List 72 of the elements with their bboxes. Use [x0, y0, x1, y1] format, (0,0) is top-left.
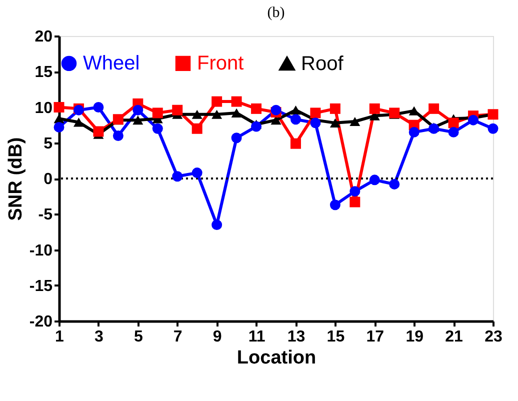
point: [54, 122, 64, 132]
point: [93, 102, 104, 112]
y-tick-label: 10: [34, 100, 53, 117]
x-tick-label: 3: [94, 328, 104, 346]
point: [231, 132, 242, 144]
point: [251, 121, 262, 132]
point: [369, 103, 380, 114]
x-tick-label: 1: [55, 328, 64, 346]
point: [468, 114, 479, 126]
point: [192, 110, 202, 119]
point: [310, 108, 321, 118]
point: [408, 126, 420, 138]
y-tick-label: 15: [34, 64, 53, 82]
point: [231, 108, 242, 118]
y-tick-label: -20: [29, 314, 53, 330]
point: [251, 103, 262, 114]
x-tick-label: 13: [287, 328, 306, 346]
x-tick-label: 21: [445, 328, 464, 346]
point: [330, 118, 340, 128]
point: [330, 103, 340, 114]
x-tick-label: 9: [212, 328, 222, 346]
point: [152, 108, 163, 118]
point: [350, 186, 360, 197]
point: [152, 123, 163, 134]
x-tick-label: 23: [484, 328, 502, 346]
point: [93, 126, 104, 137]
point: [172, 171, 183, 182]
point: [54, 114, 64, 124]
x-tick-label: 7: [173, 328, 182, 346]
chart-title: (b): [267, 5, 285, 21]
x-tick-label: 17: [366, 328, 384, 346]
point: [54, 102, 64, 112]
point: [192, 168, 202, 178]
y-tick-label: -10: [29, 242, 53, 260]
point: [132, 116, 144, 125]
y-axis-title: SNR (dB): [5, 137, 26, 221]
point: [428, 103, 440, 114]
point: [290, 138, 301, 149]
legend-label: Front: [197, 52, 244, 74]
point: [112, 130, 124, 141]
point: [290, 114, 301, 125]
point: [212, 110, 222, 119]
point: [369, 174, 380, 186]
point: [310, 118, 321, 128]
point: [212, 220, 222, 230]
y-tick-label: 0: [44, 171, 53, 188]
x-tick-label: 19: [406, 328, 424, 346]
point: [212, 96, 222, 107]
point: [132, 104, 144, 116]
x-axis-title: Location: [236, 348, 316, 368]
y-tick-label: 5: [44, 135, 53, 152]
point: [350, 196, 360, 208]
x-tick-label: 15: [326, 328, 345, 346]
point: [448, 118, 459, 128]
point: [290, 106, 301, 115]
point: [73, 118, 84, 127]
point: [389, 178, 400, 190]
point: [192, 123, 202, 134]
point: [270, 116, 282, 125]
point: [350, 116, 360, 126]
point: [172, 104, 183, 116]
legend-label: Wheel: [83, 52, 140, 74]
point: [231, 96, 242, 107]
y-tick-label: 20: [34, 28, 53, 46]
x-tick-label: 11: [248, 328, 266, 346]
y-tick-label: -15: [29, 278, 53, 295]
point: [448, 126, 459, 138]
point: [488, 123, 498, 134]
legend-label: Roof: [301, 52, 344, 75]
x-tick-label: 5: [134, 328, 143, 346]
point: [330, 200, 340, 210]
y-tick-label: -5: [38, 206, 53, 224]
